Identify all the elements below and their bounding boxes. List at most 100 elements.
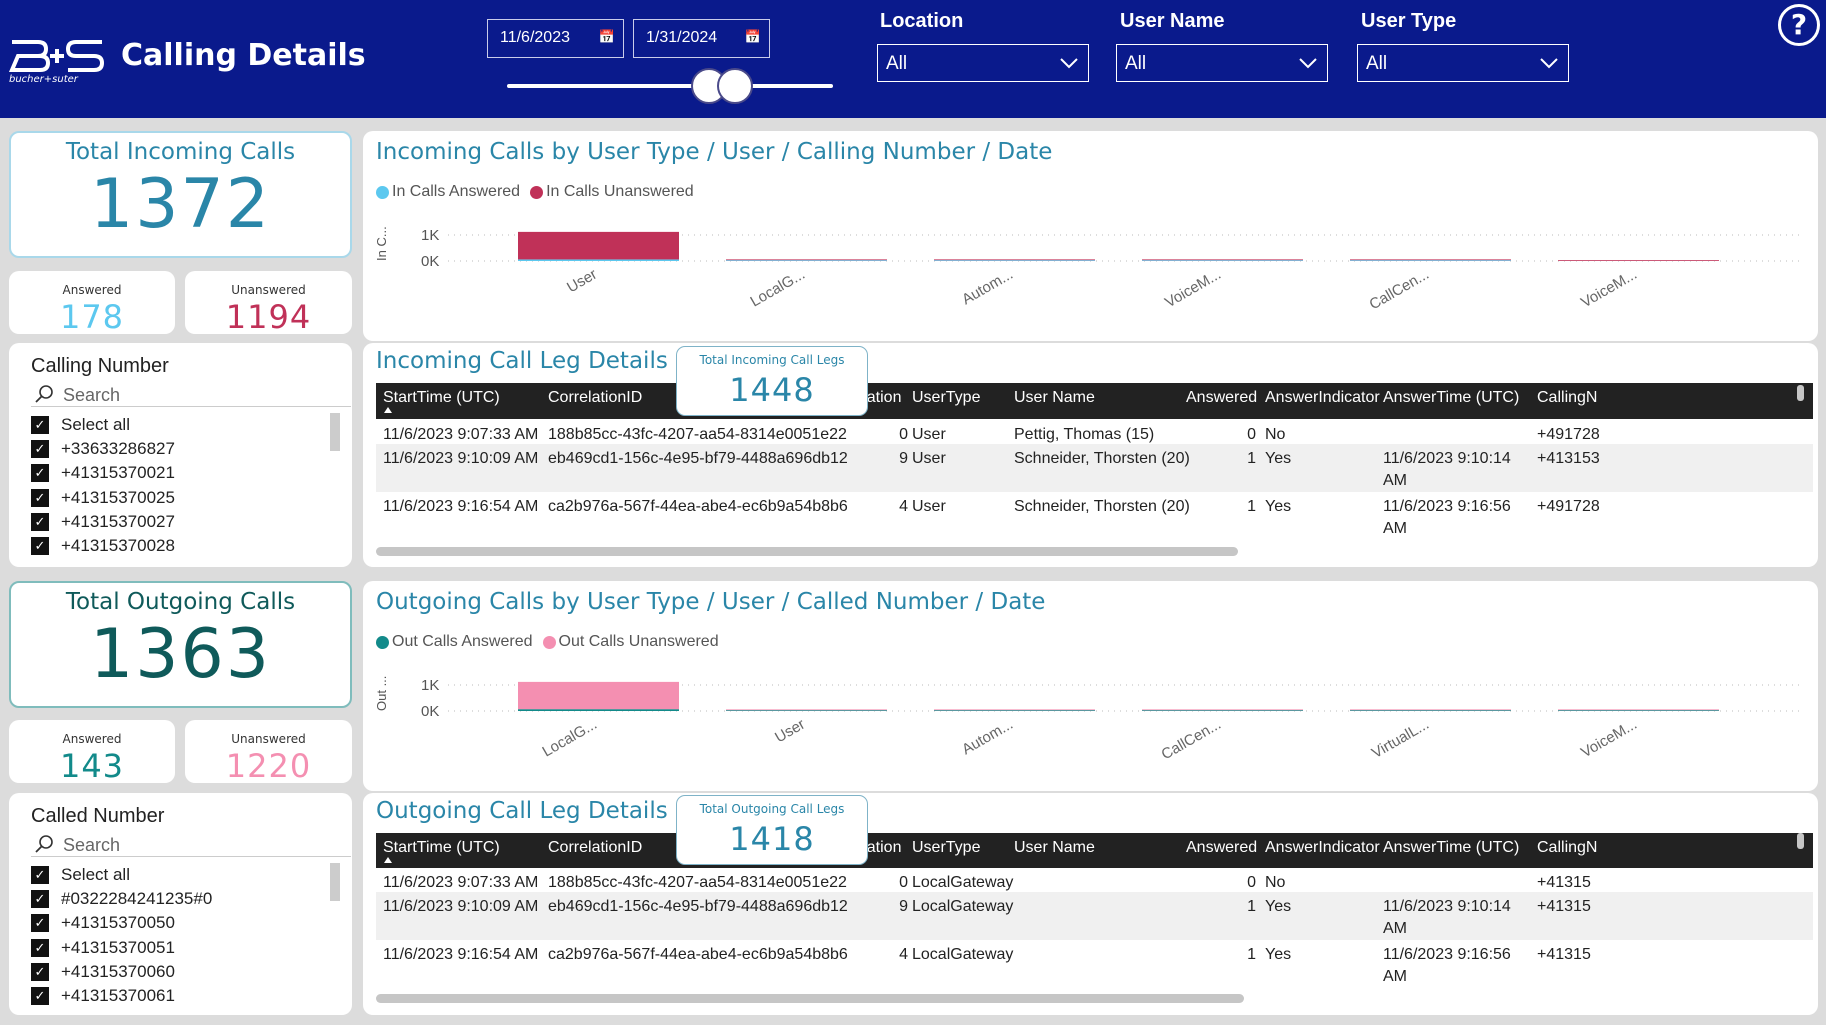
checkbox-checked-icon[interactable]: ✓ <box>31 464 49 483</box>
column-header[interactable]: User Name <box>1014 839 1095 856</box>
x-tick-label: VirtualL... <box>1369 716 1432 762</box>
slider-end-handle[interactable] <box>717 68 753 104</box>
legend-item-answered[interactable]: Out Calls Answered <box>376 633 533 651</box>
table-row[interactable]: 11/6/2023 9:10:09 AM eb469cd1-156c-4e95-b… <box>376 892 1813 940</box>
checkbox-checked-icon[interactable]: ✓ <box>31 488 49 507</box>
column-header[interactable]: UserType <box>912 839 981 856</box>
checkbox-checked-icon[interactable]: ✓ <box>31 866 49 885</box>
slicer-item[interactable]: ✓ Select all <box>31 413 341 437</box>
table-cell: User <box>912 498 946 515</box>
x-tick-label: VoiceM... <box>1578 716 1640 762</box>
outgoing-bar-chart: 1K 0K Out ... LocalG... User Autom... CallCen.… <box>374 676 1803 763</box>
bar-segment <box>1558 260 1719 261</box>
chart-title: Outgoing Calls by User Type / User / Cal… <box>376 589 1046 615</box>
column-header[interactable]: StartTime (UTC) <box>383 389 500 406</box>
table-cell: Yes <box>1265 946 1292 963</box>
start-date-value: 11/6/2023 <box>500 29 570 46</box>
table-cell: 4 <box>899 946 908 963</box>
checkbox-checked-icon[interactable]: ✓ <box>31 914 49 933</box>
table-row[interactable]: 11/6/2023 9:16:54 AM ca2b976a-567f-44ea-a… <box>376 492 1813 542</box>
bar-segment <box>518 709 679 711</box>
checkbox-checked-icon[interactable]: ✓ <box>31 440 49 459</box>
location-dropdown[interactable]: All <box>877 44 1089 82</box>
slicer-item-label: +41315370021 <box>61 463 175 483</box>
table-cell: 11/6/2023 9:10:09 AM <box>383 450 539 467</box>
table-cell: Yes <box>1265 498 1292 515</box>
slicer-item[interactable]: ✓ +33633286827 <box>31 437 341 461</box>
outgoing-table-panel: Outgoing Call Leg Details StartTime (UTC… <box>363 793 1818 1015</box>
help-icon[interactable]: ? <box>1778 4 1820 46</box>
sort-ascending-icon[interactable] <box>384 407 392 413</box>
checkbox-checked-icon[interactable]: ✓ <box>31 890 49 909</box>
start-date-input[interactable]: 11/6/2023 📅 <box>487 19 624 58</box>
column-header[interactable]: AnswerTime (UTC) <box>1383 389 1520 406</box>
search-input[interactable]: Search <box>31 385 351 407</box>
horizontal-scrollbar[interactable] <box>376 547 1238 556</box>
end-date-input[interactable]: 1/31/2024 📅 <box>633 19 770 58</box>
slicer-item[interactable]: ✓ +41315370021 <box>31 461 341 485</box>
slicer-item[interactable]: ✓ #0322284241235#0 <box>31 887 341 911</box>
checkbox-checked-icon[interactable]: ✓ <box>31 416 49 435</box>
table-row[interactable]: 11/6/2023 9:07:33 AM 188b85cc-43fc-4207-a… <box>376 868 1813 892</box>
column-header[interactable]: UserType <box>912 389 981 406</box>
legend-item-answered[interactable]: In Calls Answered <box>376 183 520 201</box>
checkbox-checked-icon[interactable]: ✓ <box>31 512 49 531</box>
slicer-item[interactable]: ✓ Select all <box>31 863 341 887</box>
slicer-item[interactable]: ✓ +41315370051 <box>31 936 341 960</box>
calendar-icon[interactable]: 📅 <box>598 29 615 44</box>
column-header[interactable]: CallingN <box>1537 389 1598 406</box>
column-header[interactable]: Answered <box>1186 389 1258 406</box>
column-header[interactable]: AnswerIndicator <box>1265 389 1380 406</box>
incoming-chart-panel: Incoming Calls by User Type / User / Cal… <box>363 131 1818 341</box>
column-header[interactable]: User Name <box>1014 389 1095 406</box>
legend-item-unanswered[interactable]: In Calls Unanswered <box>530 183 694 201</box>
table-row[interactable]: 11/6/2023 9:10:09 AM eb469cd1-156c-4e95-b… <box>376 444 1813 492</box>
search-input[interactable]: Search <box>31 835 351 857</box>
checkbox-checked-icon[interactable]: ✓ <box>31 987 49 1006</box>
bar-segment <box>518 259 679 261</box>
table-cell: 188b85cc-43fc-4207-aa54-8314e0051e22 <box>548 426 847 443</box>
column-header[interactable]: CorrelationID <box>548 389 643 406</box>
user-name-value: All <box>1125 53 1147 74</box>
slicer-item[interactable]: ✓ +41315370027 <box>31 510 341 534</box>
slicer-item[interactable]: ✓ +41315370060 <box>31 960 341 984</box>
incoming-answered-card: Answered 178 <box>9 271 175 336</box>
sort-ascending-icon[interactable] <box>384 857 392 863</box>
column-header[interactable]: StartTime (UTC) <box>383 839 500 856</box>
date-range-slider[interactable] <box>507 84 833 88</box>
slicer-item-label: Select all <box>61 415 130 435</box>
table-header: StartTime (UTC) CorrelationID Duration User… <box>376 833 1813 869</box>
calling-number-slicer: Calling Number Search ✓ Select all ✓ +3363… <box>9 343 352 567</box>
chart-legend: Out Calls Answered Out Calls Unanswered <box>376 633 729 651</box>
slicer-scrollbar[interactable] <box>330 863 340 901</box>
user-name-dropdown[interactable]: All <box>1116 44 1328 82</box>
horizontal-scrollbar[interactable] <box>376 994 1244 1003</box>
slicer-item[interactable]: ✓ +41315370025 <box>31 486 341 510</box>
vertical-scrollbar[interactable] <box>1797 385 1804 401</box>
table-row[interactable]: 11/6/2023 9:07:33 AM 188b85cc-43fc-4207-a… <box>376 420 1813 444</box>
slicer-item[interactable]: ✓ +41315370028 <box>31 534 341 558</box>
column-header[interactable]: CorrelationID <box>548 839 643 856</box>
checkbox-checked-icon[interactable]: ✓ <box>31 537 49 556</box>
legend-item-unanswered[interactable]: Out Calls Unanswered <box>542 633 719 651</box>
column-header[interactable]: CallingN <box>1537 839 1598 856</box>
calendar-icon[interactable]: 📅 <box>744 29 761 44</box>
column-header[interactable]: AnswerIndicator <box>1265 839 1380 856</box>
slicer-item[interactable]: ✓ +41315370050 <box>31 911 341 935</box>
vertical-scrollbar[interactable] <box>1797 833 1804 849</box>
table-cell: 4 <box>899 498 908 515</box>
user-type-dropdown[interactable]: All <box>1357 44 1569 82</box>
total-incoming-call-legs-card: Total Incoming Call Legs 1448 <box>676 346 868 416</box>
table-cell: 11/6/2023 9:10:14 AM <box>1383 450 1511 489</box>
legend-dot <box>542 635 556 649</box>
table-row[interactable]: 11/6/2023 9:16:54 AM ca2b976a-567f-44ea-a… <box>376 940 1813 990</box>
slicer-scrollbar[interactable] <box>330 413 340 451</box>
column-header[interactable]: AnswerTime (UTC) <box>1383 839 1520 856</box>
slicer-item-label: +41315370027 <box>61 511 175 531</box>
table-cell: +491728 <box>1537 426 1600 443</box>
column-header[interactable]: Answered <box>1186 839 1258 856</box>
table-cell: 11/6/2023 9:07:33 AM <box>383 874 539 891</box>
slicer-item[interactable]: ✓ +41315370061 <box>31 984 341 1008</box>
checkbox-checked-icon[interactable]: ✓ <box>31 962 49 981</box>
checkbox-checked-icon[interactable]: ✓ <box>31 938 49 957</box>
